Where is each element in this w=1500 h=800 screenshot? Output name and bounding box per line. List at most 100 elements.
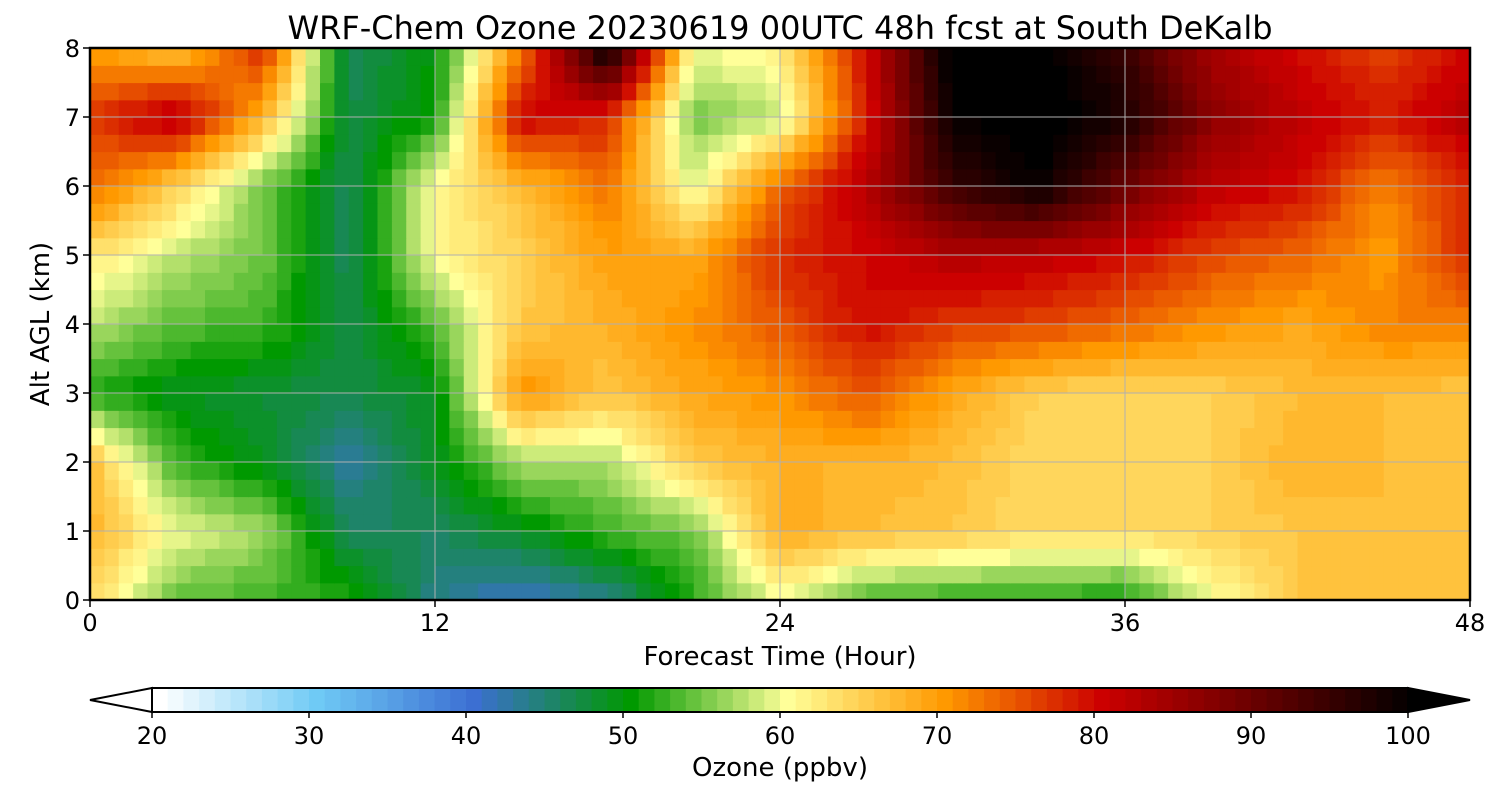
heatmap-cell — [995, 99, 1011, 118]
heatmap-cell — [1182, 220, 1198, 239]
heatmap-cell — [1254, 496, 1270, 515]
heatmap-cell — [1455, 479, 1471, 498]
heatmap-cell — [305, 134, 321, 153]
heatmap-cell — [851, 393, 867, 411]
heatmap-cell — [780, 531, 795, 549]
heatmap-cell — [966, 565, 982, 584]
heatmap-cell — [1024, 513, 1040, 532]
heatmap-cell — [808, 203, 824, 222]
heatmap-cell — [1369, 82, 1385, 101]
heatmap-cell — [866, 358, 882, 377]
heatmap-cell — [262, 186, 278, 204]
heatmap-cell — [1355, 65, 1370, 84]
heatmap-cell — [1398, 565, 1414, 584]
heatmap-cell — [190, 582, 206, 601]
heatmap-cell — [305, 444, 321, 463]
heatmap-cell — [435, 531, 450, 549]
heatmap-cell — [363, 117, 379, 135]
heatmap-cell — [1326, 272, 1342, 291]
heatmap-cell — [133, 393, 149, 411]
heatmap-cell — [1182, 565, 1198, 584]
heatmap-cell — [650, 393, 666, 411]
heatmap-cell — [478, 117, 494, 135]
heatmap-cell — [923, 496, 939, 515]
heatmap-cell — [665, 272, 680, 291]
heatmap-cell — [1383, 375, 1399, 394]
heatmap-cell — [909, 565, 925, 584]
heatmap-cell — [1010, 237, 1025, 256]
heatmap-cell — [880, 358, 896, 377]
heatmap-cell — [363, 496, 379, 515]
heatmap-cell — [1254, 117, 1270, 135]
heatmap-cell — [1412, 324, 1428, 342]
heatmap-cell — [607, 168, 623, 187]
heatmap-cell — [449, 82, 465, 101]
heatmap-cell — [1024, 427, 1040, 446]
heatmap-cell — [1283, 48, 1299, 66]
heatmap-cell — [406, 289, 422, 308]
heatmap-cell — [593, 358, 609, 377]
heatmap-cell — [1268, 565, 1284, 584]
heatmap-cell — [1067, 462, 1083, 480]
heatmap-cell — [1096, 444, 1112, 463]
heatmap-cell — [1038, 513, 1054, 532]
heatmap-cell — [650, 513, 666, 532]
heatmap-cell — [578, 582, 594, 601]
heatmap-cell — [995, 289, 1011, 308]
heatmap-cell — [391, 375, 407, 394]
heatmap-cell — [938, 479, 954, 498]
heatmap-cell — [1369, 341, 1385, 360]
heatmap-cell — [420, 462, 436, 480]
heatmap-cell — [1010, 203, 1025, 222]
heatmap-cell — [104, 548, 120, 567]
x-tick-label: 36 — [1110, 609, 1141, 637]
heatmap-cell — [593, 324, 609, 342]
heatmap-cell — [823, 324, 839, 342]
heatmap-cell — [1283, 82, 1299, 101]
heatmap-cell — [1311, 462, 1327, 480]
heatmap-cell — [1211, 220, 1227, 239]
heatmap-cell — [1268, 272, 1284, 291]
heatmap-cell — [923, 237, 939, 256]
heatmap-cell — [895, 99, 910, 118]
heatmap-cell — [751, 565, 767, 584]
heatmap-cell — [305, 255, 321, 273]
colorbar-swatch — [827, 688, 844, 712]
heatmap-cell — [621, 358, 637, 377]
heatmap-cell — [751, 410, 767, 429]
heatmap-cell — [1196, 565, 1212, 584]
heatmap-cell — [478, 134, 494, 153]
heatmap-cell — [1412, 375, 1428, 394]
heatmap-cell — [1024, 151, 1040, 170]
heatmap-cell — [923, 444, 939, 463]
heatmap-cell — [1211, 324, 1227, 342]
heatmap-cell — [607, 479, 623, 498]
heatmap-cell — [880, 168, 896, 187]
heatmap-cell — [1081, 358, 1097, 377]
heatmap-cell — [190, 306, 206, 325]
heatmap-cell — [161, 375, 177, 394]
heatmap-cell — [909, 393, 925, 411]
heatmap-cell — [550, 117, 565, 135]
heatmap-cell — [506, 324, 522, 342]
heatmap-cell — [233, 375, 249, 394]
heatmap-cell — [391, 427, 407, 446]
heatmap-cell — [1153, 479, 1169, 498]
heatmap-cell — [248, 289, 264, 308]
heatmap-cell — [1283, 151, 1299, 170]
heatmap-cell — [751, 462, 767, 480]
heatmap-cell — [765, 272, 781, 291]
heatmap-cell — [981, 255, 997, 273]
heatmap-cell — [205, 375, 220, 394]
heatmap-cell — [1081, 513, 1097, 532]
heatmap-cell — [190, 341, 206, 360]
heatmap-cell — [118, 82, 134, 101]
heatmap-cell — [966, 151, 982, 170]
heatmap-cell — [377, 513, 393, 532]
heatmap-cell — [866, 99, 882, 118]
heatmap-cell — [736, 324, 752, 342]
colorbar-swatch — [999, 688, 1017, 712]
heatmap-cell — [866, 479, 882, 498]
heatmap-cell — [909, 462, 925, 480]
heatmap-cell — [1096, 324, 1112, 342]
